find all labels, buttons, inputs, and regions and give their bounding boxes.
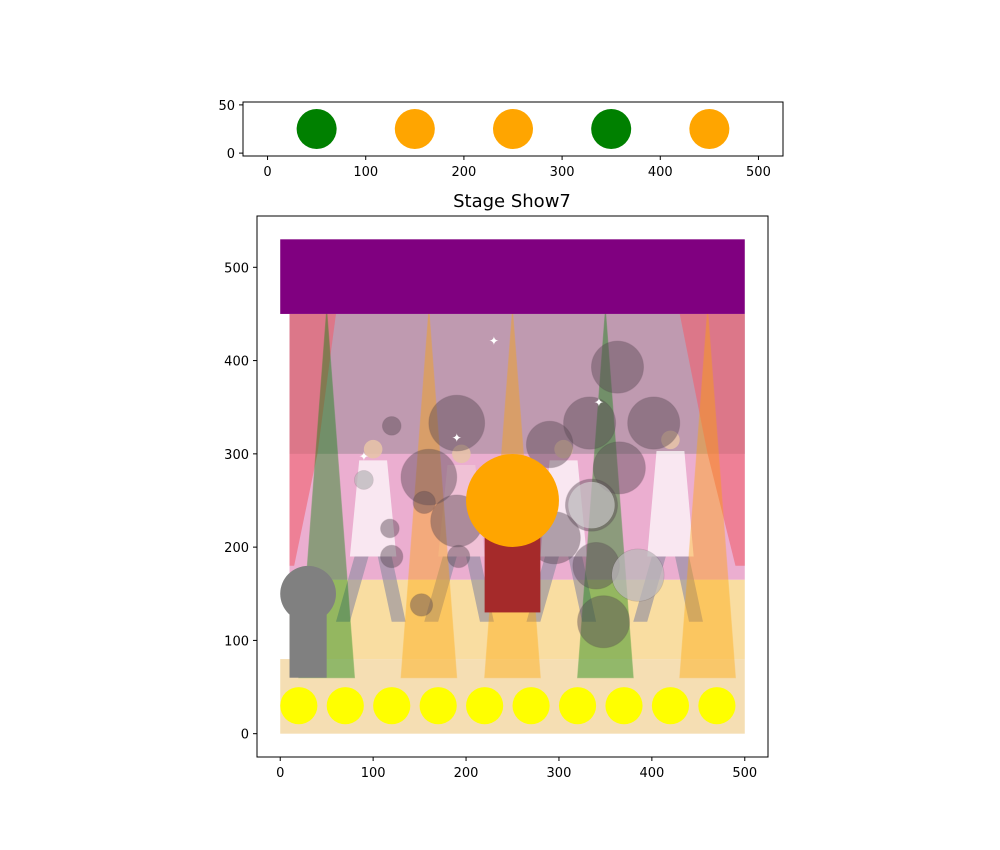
dancer-leg xyxy=(675,556,703,622)
top-strip-point xyxy=(689,109,730,149)
footlight xyxy=(605,687,643,725)
dancer-leg xyxy=(424,556,457,622)
footlight xyxy=(698,687,736,725)
y-tick-label: 200 xyxy=(224,541,249,556)
y-tick-label: 100 xyxy=(224,634,249,649)
dancer-head xyxy=(363,439,383,459)
left-curtain xyxy=(289,313,336,566)
dancer-leg xyxy=(568,556,597,622)
footlight xyxy=(651,687,690,725)
top-strip-x-axis: 0 100 200 300 400 500 xyxy=(263,156,771,180)
bubble xyxy=(381,416,402,436)
light-bubble xyxy=(611,549,664,602)
bubble xyxy=(525,420,574,469)
bubble xyxy=(592,441,646,495)
x-tick-label: 100 xyxy=(353,165,378,180)
bubble xyxy=(380,518,400,539)
y-tick-label: 0 xyxy=(241,728,249,743)
footlight xyxy=(373,687,411,725)
footlight xyxy=(280,687,318,725)
top-strip-axes: 0 100 200 300 400 500 0 50 xyxy=(218,99,784,180)
x-tick-label: 200 xyxy=(454,766,479,781)
curtain-valance xyxy=(280,239,745,314)
light-bubble xyxy=(568,481,615,529)
top-strip-frame xyxy=(242,101,784,157)
x-tick-label: 200 xyxy=(451,165,476,180)
stage-plot-area: ✦ ✦ ✦ ✦ xyxy=(280,239,745,734)
x-tick-label: 300 xyxy=(550,165,575,180)
footlight xyxy=(558,687,597,725)
stage-axes: ✦ ✦ ✦ ✦ 0 100 200 300 400 500 0 100 200 300 400 500 xyxy=(224,215,769,781)
top-strip-point xyxy=(591,109,632,149)
footlight xyxy=(419,687,457,725)
podium-spotlight xyxy=(466,454,559,547)
dancer-body xyxy=(647,451,694,557)
x-tick-label: 400 xyxy=(648,165,673,180)
dancer-head xyxy=(661,430,680,450)
bubble xyxy=(572,542,620,590)
bubble xyxy=(563,396,617,450)
x-tick-label: 100 xyxy=(361,766,386,781)
bubble xyxy=(428,394,486,452)
bubble xyxy=(380,544,404,569)
sparkle-icon: ✦ xyxy=(452,431,462,445)
top-strip-point xyxy=(394,109,435,149)
bubble xyxy=(409,593,434,617)
spotlight-beam xyxy=(679,309,737,679)
dancer-leg xyxy=(335,556,369,622)
bubble xyxy=(590,340,645,394)
dancer-head xyxy=(554,439,573,459)
x-tick-label: 0 xyxy=(263,165,271,180)
x-tick-label: 500 xyxy=(746,165,771,180)
y-tick-label: 500 xyxy=(224,261,249,276)
bubble xyxy=(446,544,471,569)
footlight xyxy=(512,687,550,725)
y-tick-label: 400 xyxy=(224,355,249,370)
y-tick-label: 50 xyxy=(218,99,235,114)
x-tick-label: 500 xyxy=(732,766,757,781)
stage-x-axis: 0 100 200 300 400 500 xyxy=(276,757,757,781)
bubble xyxy=(577,595,631,649)
dancer-leg xyxy=(377,556,406,622)
footlight xyxy=(326,687,364,725)
bubble xyxy=(627,396,681,450)
dancer-head xyxy=(452,444,471,464)
top-strip-point xyxy=(296,109,337,149)
stage-back-wall xyxy=(289,313,745,454)
x-tick-label: 400 xyxy=(639,766,664,781)
bubble xyxy=(412,490,436,515)
top-strip-point xyxy=(493,109,533,149)
y-tick-label: 300 xyxy=(224,448,249,463)
top-strip-plot-area xyxy=(296,109,730,149)
x-tick-label: 300 xyxy=(547,766,572,781)
sparkle-icon: ✦ xyxy=(489,334,499,348)
x-tick-label: 0 xyxy=(276,766,284,781)
right-curtain xyxy=(679,313,745,566)
y-tick-label: 0 xyxy=(227,147,235,162)
microphone-head xyxy=(280,565,336,622)
bubble xyxy=(400,448,458,506)
spotlight-beam xyxy=(400,309,458,679)
footlight xyxy=(466,687,504,725)
stage-frame xyxy=(256,215,769,758)
sparkle-icon: ✦ xyxy=(594,396,604,410)
light-bubble xyxy=(354,470,374,490)
stage-y-axis: 0 100 200 300 400 500 xyxy=(224,261,257,743)
top-strip-y-axis: 0 50 xyxy=(218,99,243,162)
chart-title: Stage Show7 xyxy=(453,191,571,212)
sparkle-icon: ✦ xyxy=(359,450,369,464)
